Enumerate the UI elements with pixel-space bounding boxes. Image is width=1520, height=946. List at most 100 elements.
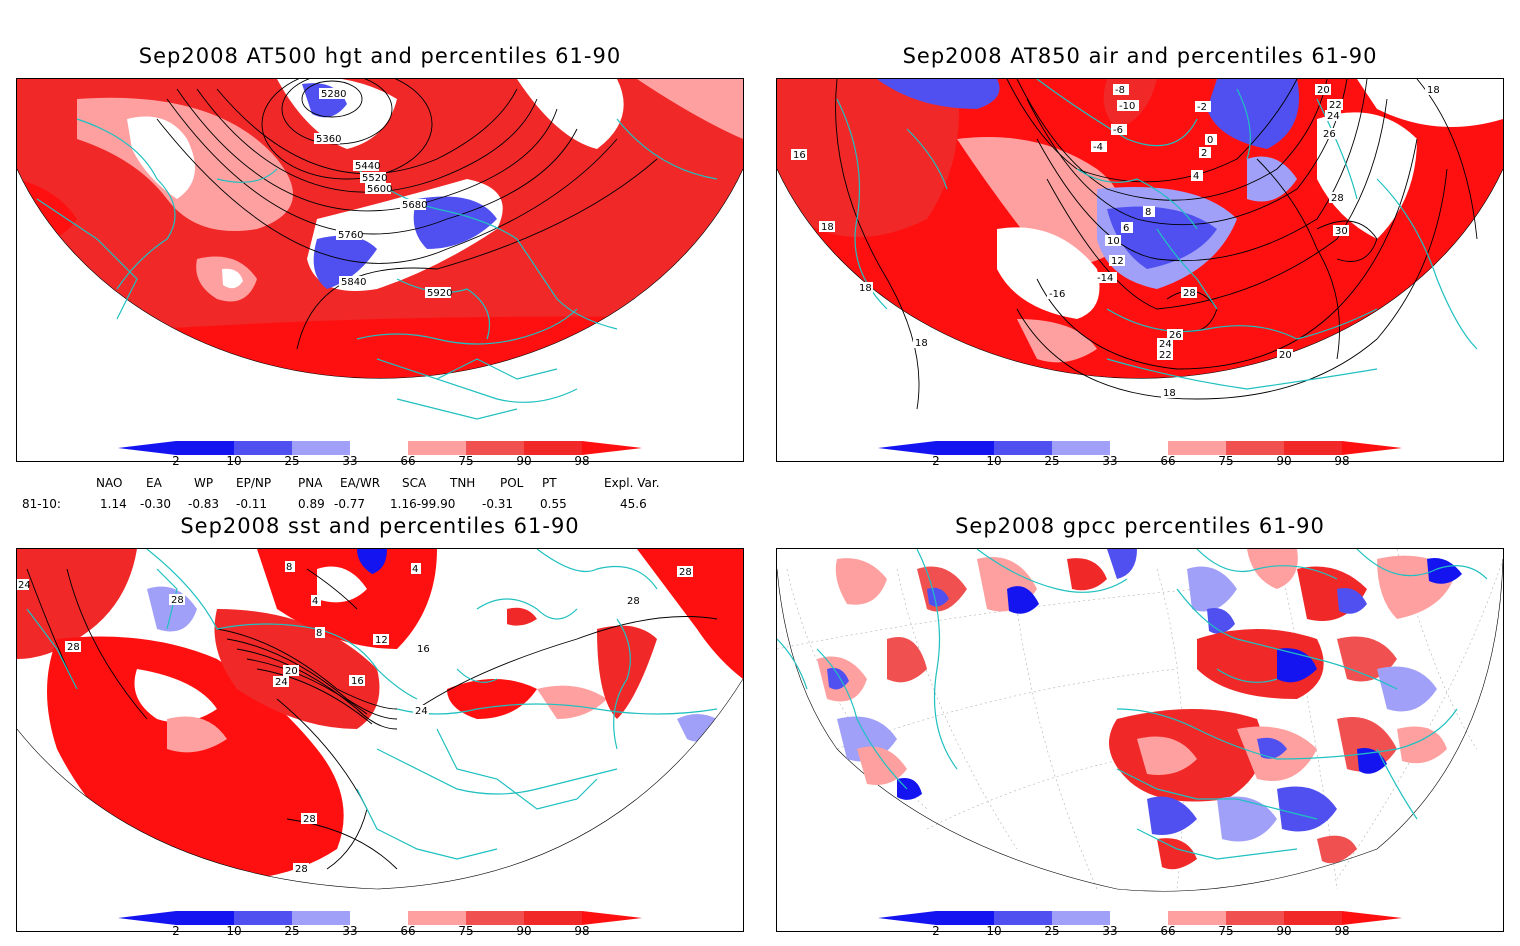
contour-label: 12: [375, 635, 388, 646]
colorbar-tick: 2: [172, 924, 180, 938]
map-hgt500: 5280 5360 5440 5520 5600 5680 5760 5840 …: [17, 79, 743, 420]
index-value: 0.55: [540, 497, 567, 511]
index-header: EA/WR: [340, 476, 381, 490]
contour-label: 22: [1159, 350, 1172, 361]
map-sst: 24 28 28 8 4 4 8 12 16 20 24 16 24 28 28…: [17, 549, 743, 890]
index-header: TNH: [450, 476, 476, 490]
contour-label: 5920: [427, 288, 452, 299]
colorbar-tick: 90: [516, 924, 532, 938]
colorbar-tick: 90: [1276, 924, 1292, 938]
contour-label: 18: [859, 283, 872, 294]
contour-label: 18: [1163, 388, 1176, 399]
contour-label: 2: [1201, 148, 1207, 159]
contour-label-group: 5280 5360 5440 5520 5600 5680 5760 5840 …: [314, 88, 452, 299]
contour-label: 5440: [355, 161, 380, 172]
colorbar-tick: 10: [986, 924, 1002, 938]
coastlines: [26, 549, 718, 860]
contour-label: 16: [351, 676, 364, 687]
contour-label: 28: [171, 595, 184, 606]
contour-label: 28: [67, 642, 80, 653]
contour-label: 24: [275, 677, 288, 688]
colorbar-sst: 2 10 25 33 66 75 90 98: [118, 910, 648, 946]
colorbar-tick: 10: [226, 454, 242, 468]
index-row-label: 81-10:: [22, 497, 61, 511]
contour-label: 8: [1145, 207, 1151, 218]
index-header: PNA: [298, 476, 323, 490]
index-value: 1.16-99.90: [390, 497, 456, 511]
colorbar-tick: 2: [932, 924, 940, 938]
contour-label: 28: [295, 864, 308, 875]
contour-label: 16: [793, 150, 806, 161]
map-air850: -8 -10 -6 -4 -2 0 2 4 6 8 10 12 -14 -16 …: [777, 79, 1503, 410]
precip-anomaly-field: [817, 549, 1462, 870]
panel-title-gpcc: Sep2008 gpcc percentiles 61-90: [955, 514, 1325, 538]
index-value: -0.30: [140, 497, 172, 511]
colorbar-tick: 66: [1160, 924, 1176, 938]
contour-label: 24: [1327, 111, 1340, 122]
index-header: WP: [194, 476, 214, 490]
contour-label: 18: [821, 222, 834, 233]
contour-label: 28: [1183, 288, 1196, 299]
contour-label: 26: [1169, 330, 1182, 341]
index-value: -0.83: [188, 497, 220, 511]
contour-label: 5360: [316, 134, 341, 145]
contour-label: 10: [1107, 236, 1120, 247]
index-header: NAO: [96, 476, 123, 490]
contour-label-group: 24 28 28 8 4 4 8 12 16 20 24 16 24 28 28…: [17, 561, 693, 875]
index-header: PT: [542, 476, 557, 490]
map-panel-gpcc: [776, 548, 1504, 932]
contour-label: 24: [1159, 339, 1172, 350]
colorbar-tick: 33: [342, 924, 358, 938]
contour-label: 12: [1111, 256, 1124, 267]
contour-label: 24: [415, 706, 428, 717]
colorbar-tick: 90: [516, 454, 532, 468]
contour-label: -4: [1093, 142, 1103, 153]
panel-title-sst: Sep2008 sst and percentiles 61-90: [180, 514, 580, 538]
index-value: -0.77: [334, 497, 366, 511]
index-value: 0.89: [298, 497, 325, 511]
contour-label: 4: [1193, 171, 1199, 182]
colorbar-tick: 66: [400, 454, 416, 468]
contour-label: 5280: [321, 89, 346, 100]
index-value: -0.31: [482, 497, 514, 511]
contour-label: 5600: [367, 184, 392, 195]
index-header: EA: [146, 476, 162, 490]
contour-label: 0: [1207, 135, 1213, 146]
contour-label: 8: [316, 628, 322, 639]
contour-label: 24: [18, 580, 31, 591]
contour-label: 28: [627, 596, 640, 607]
colorbar-tick: 75: [458, 924, 474, 938]
panel-title-hgt500: Sep2008 AT500 hgt and percentiles 61-90: [138, 44, 622, 68]
colorbar-air850: 2 10 25 33 66 75 90 98: [878, 440, 1408, 476]
contour-label: 4: [412, 564, 418, 575]
panel-title-air850: Sep2008 AT850 air and percentiles 61-90: [902, 44, 1378, 68]
contour-label: 8: [286, 562, 292, 573]
index-header: SCA: [402, 476, 427, 490]
colorbar-tick: 66: [400, 924, 416, 938]
index-header: POL: [500, 476, 524, 490]
colorbar-tick: 2: [932, 454, 940, 468]
contour-label: 20: [285, 666, 298, 677]
colorbar-tick: 33: [1102, 924, 1118, 938]
map-panel-air850: -8 -10 -6 -4 -2 0 2 4 6 8 10 12 -14 -16 …: [776, 78, 1504, 462]
contour-label: 5760: [338, 230, 363, 241]
coastlines: [777, 549, 1488, 860]
contour-label: 26: [1323, 129, 1336, 140]
contour-label: -2: [1197, 102, 1207, 113]
contour-label: -8: [1115, 85, 1125, 96]
colorbar-tick: 25: [284, 454, 300, 468]
contour-label: 18: [915, 338, 928, 349]
colorbar-tick: 25: [1044, 924, 1060, 938]
colorbar-tick: 2: [172, 454, 180, 468]
colorbar-tick: 10: [986, 454, 1002, 468]
colorbar-tick: 33: [1102, 454, 1118, 468]
contour-label: 30: [1335, 226, 1348, 237]
contour-label: 5680: [402, 200, 427, 211]
contour-label: 20: [1279, 350, 1292, 361]
contour-lines: [835, 79, 1478, 410]
colorbar-tick: 75: [458, 454, 474, 468]
colorbar-tick: 90: [1276, 454, 1292, 468]
contour-label: 22: [1329, 100, 1342, 111]
colorbar-tick: 25: [1044, 454, 1060, 468]
contour-label: 16: [417, 644, 430, 655]
